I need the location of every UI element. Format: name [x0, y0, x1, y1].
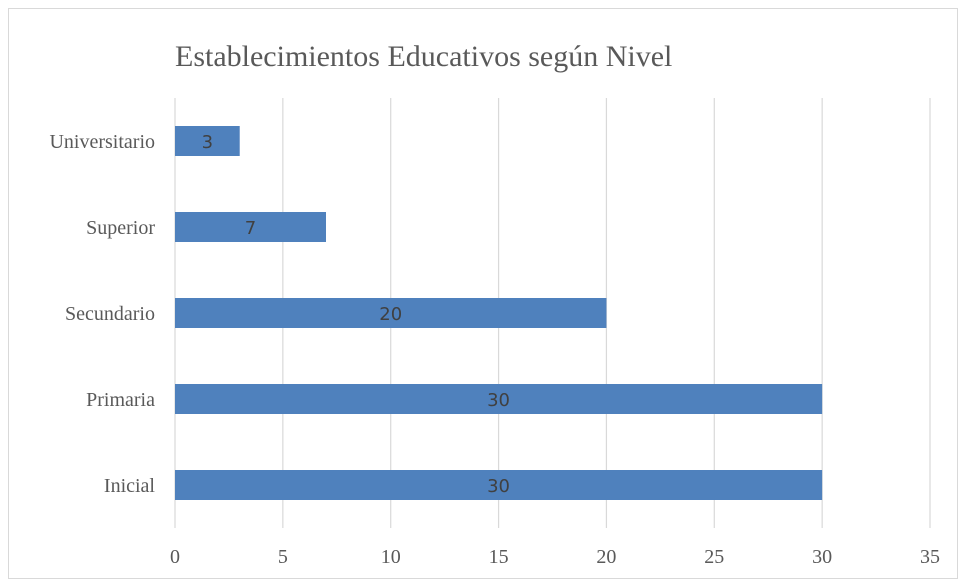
chart-title: Establecimientos Educativos según Nivel: [175, 40, 673, 73]
x-tick-label: 20: [596, 546, 616, 568]
bars: [175, 126, 823, 500]
x-tick-label: 35: [920, 546, 940, 568]
x-tick-label: 30: [812, 546, 832, 568]
category-label: Inicial: [104, 475, 156, 497]
bar: [175, 470, 823, 500]
data-label: 7: [245, 218, 256, 239]
category-label: Primaria: [86, 389, 155, 411]
category-label: Superior: [86, 217, 155, 239]
bar: [175, 126, 240, 156]
bar: [175, 212, 326, 242]
data-label: 20: [379, 304, 402, 325]
category-label: Universitario: [49, 131, 155, 153]
data-label: 3: [202, 132, 213, 153]
category-labels: Universitario Superior Secundario Primaria I…: [49, 131, 155, 497]
bar: [175, 384, 823, 414]
x-axis-tick-labels: 0 5 10 15 20 25 30 35: [170, 546, 940, 568]
x-tick-label: 10: [381, 546, 401, 568]
x-tick-label: 0: [170, 546, 180, 568]
data-label: 30: [487, 476, 510, 497]
bar: [175, 298, 607, 328]
x-tick-label: 5: [278, 546, 288, 568]
data-label: 30: [487, 390, 510, 411]
x-tick-label: 15: [489, 546, 509, 568]
x-tick-label: 25: [704, 546, 724, 568]
category-label: Secundario: [65, 303, 155, 325]
data-labels: 3 7 20 30 30: [202, 132, 510, 497]
